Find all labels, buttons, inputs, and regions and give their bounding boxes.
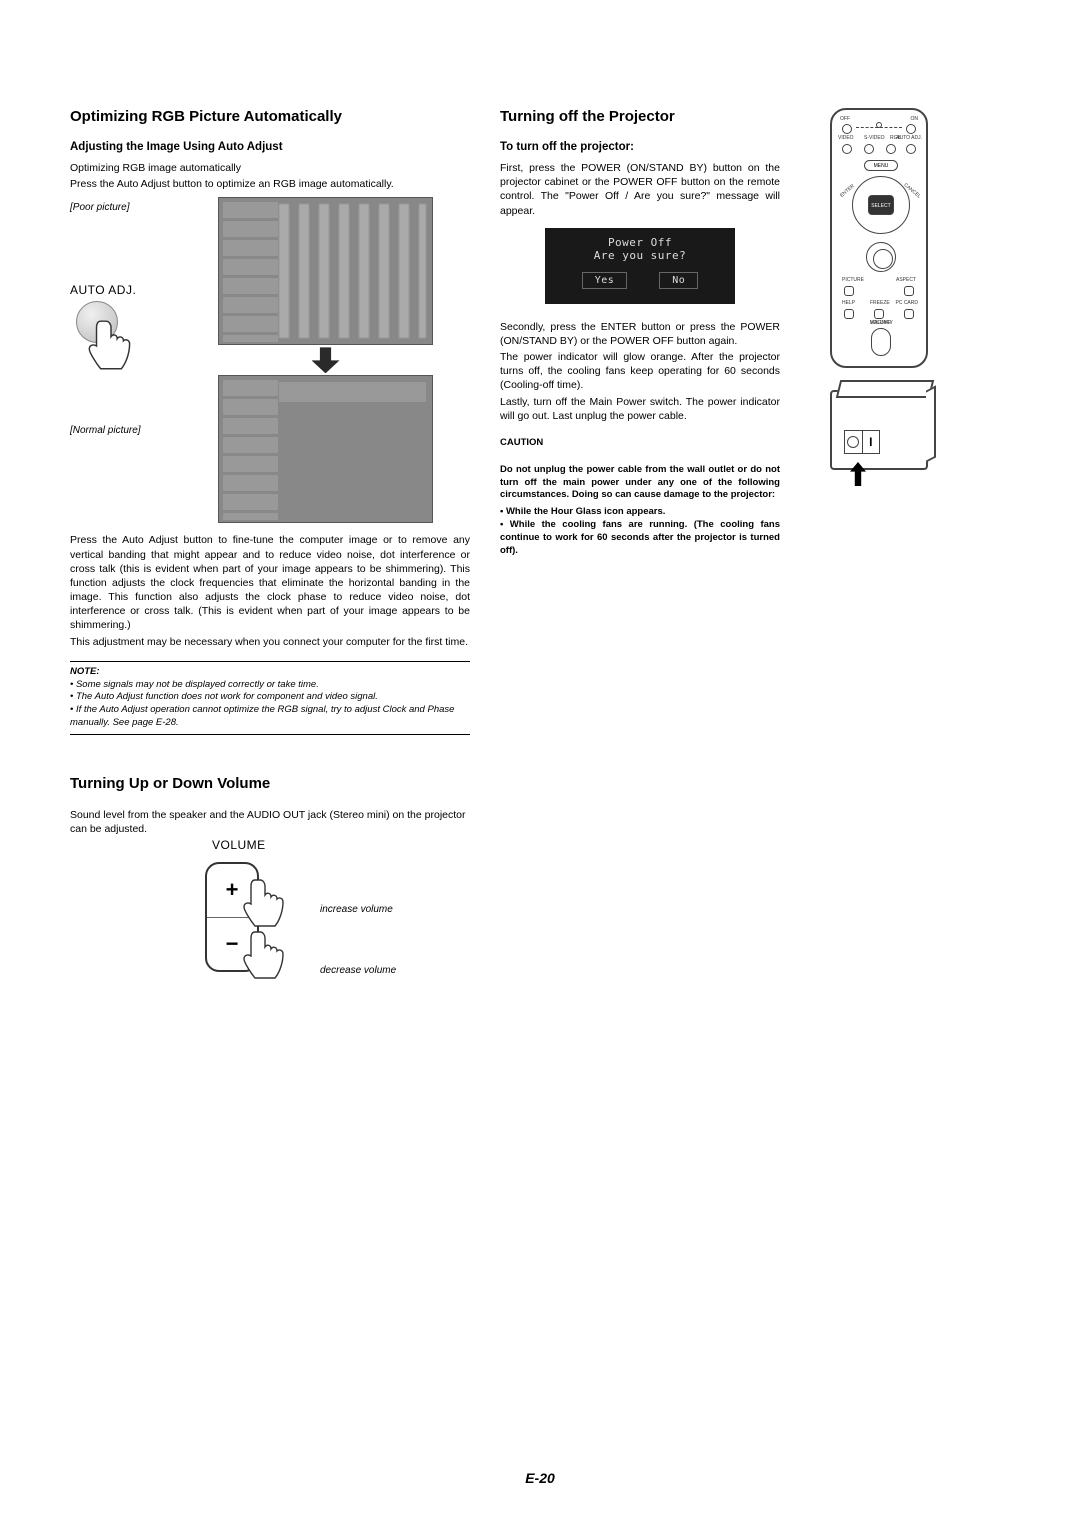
turnoff-para2: Secondly, press the ENTER button or pres… <box>500 320 780 348</box>
note-box: NOTE: Some signals may not be displayed … <box>70 661 470 735</box>
turnoff-para1: First, press the POWER (ON/STAND BY) but… <box>500 161 780 218</box>
note-item: The Auto Adjust function does not work f… <box>70 691 470 704</box>
dialog-line2: Are you sure? <box>545 249 735 262</box>
turnoff-para3: The power indicator will glow orange. Af… <box>500 350 780 393</box>
caution-item: While the Hour Glass icon appears. <box>500 506 780 519</box>
dialog-yes-button: Yes <box>582 272 628 289</box>
note-title: NOTE: <box>70 666 100 677</box>
dialog-no-button: No <box>659 272 698 289</box>
arrow-down-icon <box>312 347 340 373</box>
turnoff-para4: Lastly, turn off the Main Power switch. … <box>500 395 780 423</box>
caution-title: CAUTION <box>500 437 780 450</box>
note-item: If the Auto Adjust operation cannot opti… <box>70 704 470 730</box>
hand-press-icon <box>235 874 295 934</box>
rgb-para1: Press the Auto Adjust button to fine-tun… <box>70 533 470 632</box>
rgb-diagram: [Poor picture] AUTO ADJ. [Normal picture… <box>70 197 470 523</box>
autoadj-label: AUTO ADJ. <box>70 283 200 297</box>
caution-item: While the cooling fans are running. (The… <box>500 519 780 557</box>
volume-label: VOLUME <box>212 838 470 852</box>
rgb-intro2: Press the Auto Adjust button to optimize… <box>70 177 470 191</box>
remote-control-icon: OFF ON VIDEO S-VIDEO RGB AUTO ADJ. MENU … <box>830 108 928 368</box>
normal-picture-screenshot <box>218 375 433 523</box>
dialog-line1: Power Off <box>545 236 735 249</box>
increase-volume-label: increase volume <box>320 904 396 915</box>
volume-intro: Sound level from the speaker and the AUD… <box>70 808 470 836</box>
volume-section: Turning Up or Down Volume Sound level fr… <box>70 775 470 996</box>
rgb-para2: This adjustment may be necessary when yo… <box>70 635 470 649</box>
note-item: Some signals may not be displayed correc… <box>70 679 470 692</box>
illustrations-column: OFF ON VIDEO S-VIDEO RGB AUTO ADJ. MENU … <box>830 108 930 996</box>
hand-press-icon <box>80 315 142 377</box>
volume-heading: Turning Up or Down Volume <box>70 775 470 792</box>
power-off-dialog: Power Off Are you sure? Yes No <box>545 228 735 304</box>
page-content: Optimizing RGB Picture Automatically Adj… <box>70 108 1010 996</box>
turnoff-heading: Turning off the Projector <box>500 108 780 125</box>
rgb-intro1: Optimizing RGB image automatically <box>70 161 470 175</box>
poor-picture-screenshot <box>218 197 433 345</box>
hand-press-icon <box>235 926 295 986</box>
caution-intro: Do not unplug the power cable from the w… <box>500 464 780 502</box>
left-column: Optimizing RGB Picture Automatically Adj… <box>70 108 470 996</box>
rgb-subheading: Adjusting the Image Using Auto Adjust <box>70 141 470 153</box>
right-column: Turning off the Projector To turn off th… <box>500 108 780 996</box>
caution-list: While the Hour Glass icon appears. While… <box>500 506 780 557</box>
poor-picture-label: [Poor picture] <box>70 202 129 213</box>
note-list: Some signals may not be displayed correc… <box>70 679 470 730</box>
turnoff-subheading: To turn off the projector: <box>500 141 780 153</box>
autoadj-button-diagram: AUTO ADJ. <box>70 283 200 375</box>
projector-icon: I <box>830 390 928 470</box>
normal-picture-label: [Normal picture] <box>70 425 200 436</box>
decrease-volume-label: decrease volume <box>320 965 396 976</box>
rgb-section: Optimizing RGB Picture Automatically Adj… <box>70 108 470 735</box>
page-number: E-20 <box>0 1470 1080 1486</box>
rgb-heading: Optimizing RGB Picture Automatically <box>70 108 470 125</box>
